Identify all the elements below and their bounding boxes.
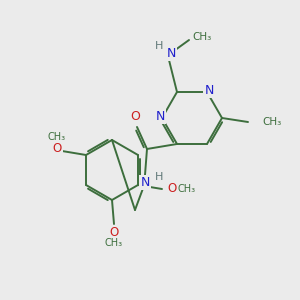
- Text: N: N: [166, 46, 176, 59]
- Text: H: H: [155, 172, 163, 182]
- Text: O: O: [52, 142, 62, 154]
- Text: CH₃: CH₃: [48, 132, 66, 142]
- Text: CH₃: CH₃: [178, 184, 196, 194]
- Text: CH₃: CH₃: [262, 117, 281, 127]
- Text: O: O: [130, 110, 140, 124]
- Text: H: H: [155, 41, 163, 51]
- Text: O: O: [110, 226, 118, 238]
- Text: CH₃: CH₃: [105, 238, 123, 248]
- Text: N: N: [155, 110, 165, 122]
- Text: O: O: [167, 182, 176, 196]
- Text: CH₃: CH₃: [192, 32, 211, 42]
- Text: N: N: [140, 176, 150, 190]
- Text: N: N: [204, 83, 214, 97]
